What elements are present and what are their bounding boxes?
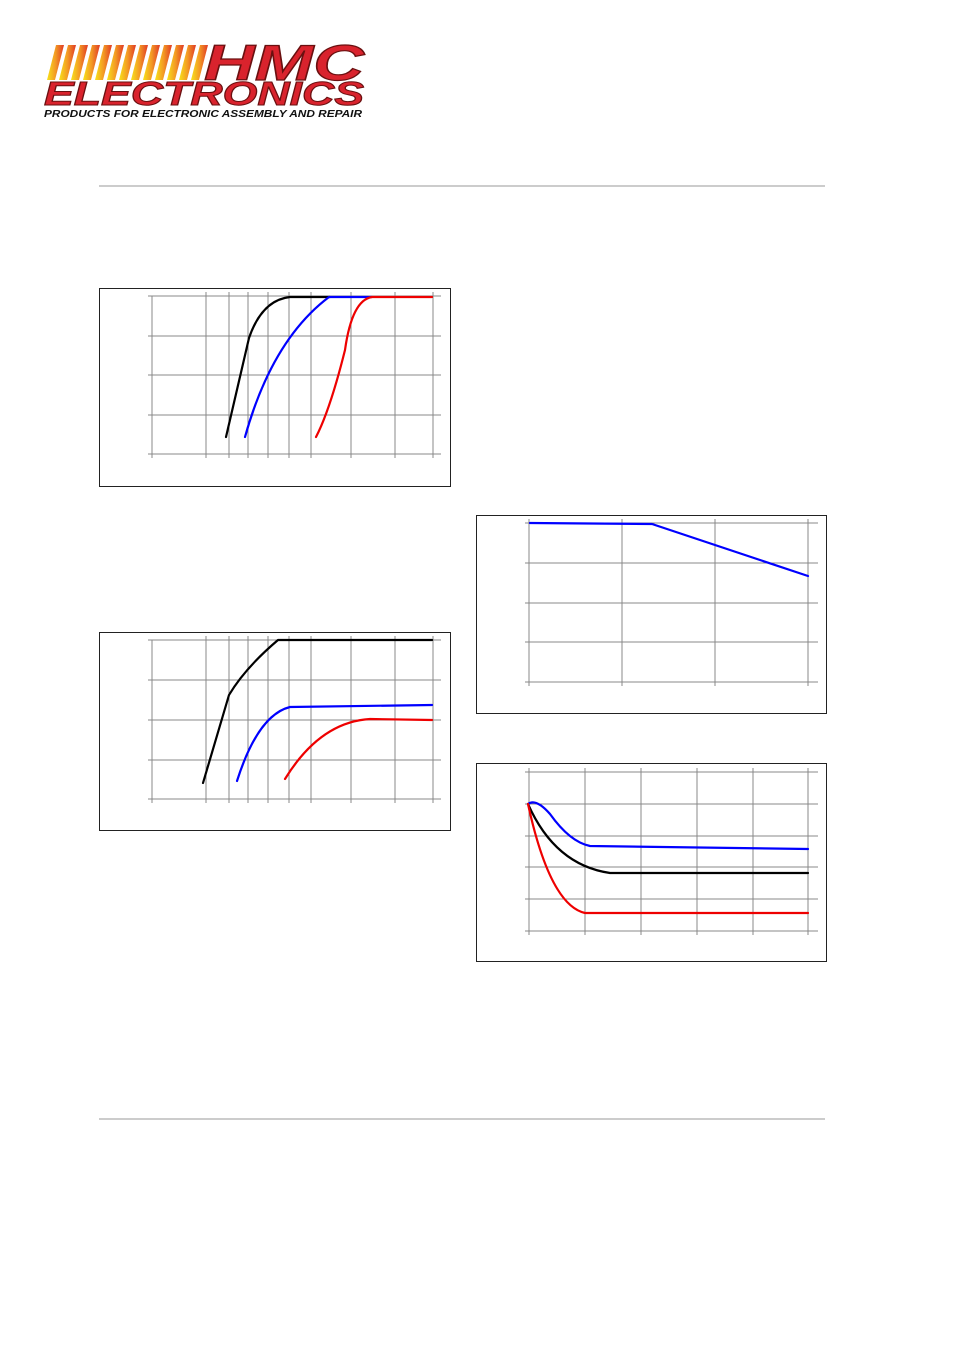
curve (201, 638, 434, 785)
grid (525, 768, 818, 935)
figure-frame (476, 763, 827, 962)
curve (283, 717, 434, 781)
logo: HMC ELECTRONICS PRODUCTS FOR ELECTRONIC … (44, 34, 366, 120)
logo-brand-line2: ELECTRONICS (44, 75, 364, 112)
curve (224, 295, 332, 439)
logo-tagline: PRODUCTS FOR ELECTRONIC ASSEMBLY AND REP… (44, 109, 363, 120)
figure-4 (476, 763, 827, 962)
grid (148, 292, 441, 458)
logo-brand: HMC (204, 35, 365, 91)
curve (526, 802, 810, 915)
figure-3 (476, 515, 827, 714)
figure-frame (476, 515, 827, 714)
figure-frame (99, 632, 451, 831)
logo-stripes (47, 45, 208, 80)
curve (243, 295, 374, 439)
curve (526, 801, 810, 851)
curve (235, 703, 434, 783)
grid (525, 519, 818, 686)
figure-1 (99, 288, 451, 487)
curve (314, 295, 434, 439)
curve (528, 521, 810, 578)
curve (526, 802, 810, 875)
figure-2 (99, 632, 451, 831)
